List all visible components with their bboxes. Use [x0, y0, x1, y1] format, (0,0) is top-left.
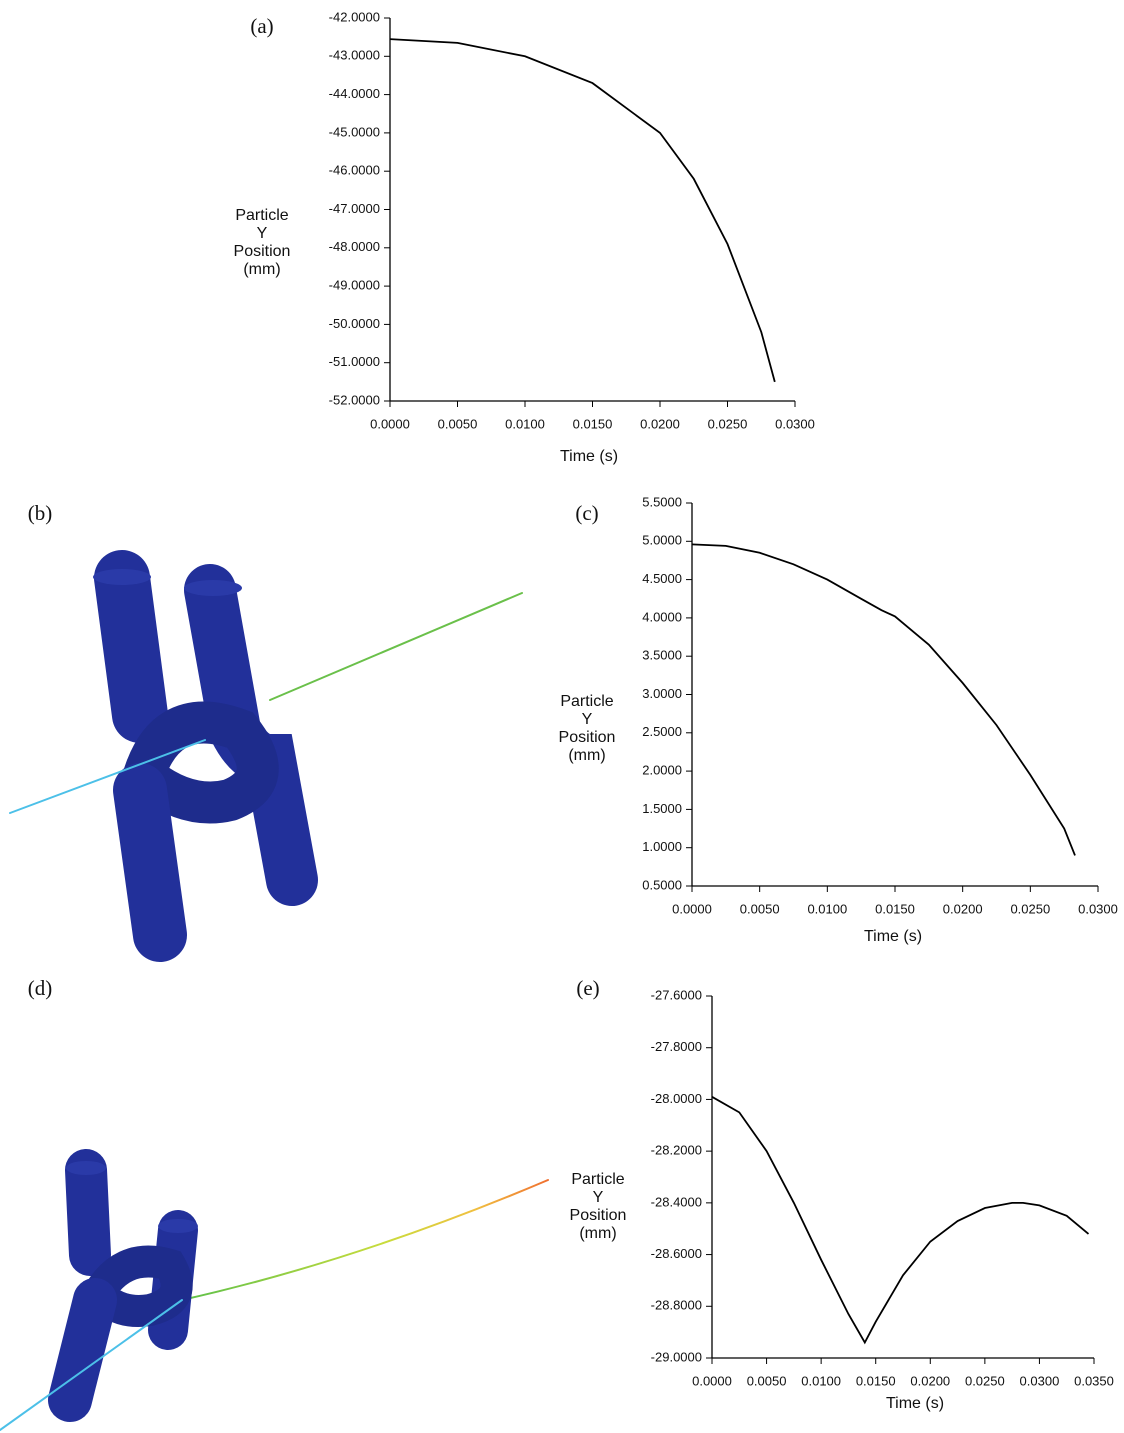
- x-tick-label: 0.0100: [505, 416, 545, 431]
- x-tick-label: 0.0050: [747, 1373, 787, 1388]
- y-tick-label: -47.0000: [329, 201, 380, 216]
- y-axis-label: (mm): [243, 261, 280, 278]
- y-tick-label: -43.0000: [329, 48, 380, 63]
- data-line: [692, 544, 1075, 855]
- y-axis-label: (mm): [568, 747, 605, 764]
- y-tick-label: 5.0000: [642, 533, 682, 548]
- y-axis-label: Y: [582, 711, 593, 728]
- x-tick-label: 0.0250: [1010, 901, 1050, 916]
- y-tick-label: -28.0000: [651, 1091, 702, 1106]
- x-tick-label: 0.0200: [640, 416, 680, 431]
- x-tick-label: 0.0000: [672, 901, 712, 916]
- x-tick-label: 0.0350: [1074, 1373, 1114, 1388]
- y-tick-label: -28.2000: [651, 1143, 702, 1158]
- x-tick-label: 0.0150: [573, 416, 613, 431]
- data-line: [390, 39, 775, 382]
- x-tick-label: 0.0050: [740, 901, 780, 916]
- x-tick-label: 0.0300: [775, 416, 815, 431]
- render-d: [0, 1161, 548, 1430]
- y-tick-label: 3.5000: [642, 648, 682, 663]
- y-tick-label: -49.0000: [329, 278, 380, 293]
- panel-label: (e): [576, 976, 599, 1000]
- panel-label: (a): [250, 14, 273, 38]
- y-tick-label: -46.0000: [329, 163, 380, 178]
- x-tick-label: 0.0200: [943, 901, 983, 916]
- y-tick-label: -27.6000: [651, 987, 702, 1002]
- y-tick-label: -27.8000: [651, 1039, 702, 1054]
- y-tick-label: 1.5000: [642, 801, 682, 816]
- x-tick-label: 0.0150: [856, 1373, 896, 1388]
- y-tick-label: -29.0000: [651, 1349, 702, 1364]
- y-axis-label: Position: [570, 1207, 627, 1224]
- y-tick-label: -45.0000: [329, 124, 380, 139]
- panel-label: (c): [575, 501, 598, 525]
- y-tick-label: -28.4000: [651, 1194, 702, 1209]
- x-tick-label: 0.0100: [801, 1373, 841, 1388]
- y-axis-label: Position: [234, 243, 291, 260]
- x-tick-label: 0.0200: [910, 1373, 950, 1388]
- y-axis-label: Particle: [560, 693, 613, 710]
- panel-label: (b): [28, 501, 53, 525]
- figure: (b) (d) (a) -42.0000 -43.0000 -44.0000 -45.0…: [0, 0, 1124, 1433]
- x-tick-label: 0.0300: [1078, 901, 1118, 916]
- y-tick-label: -42.0000: [329, 9, 380, 24]
- render-b: [10, 569, 522, 935]
- y-axis-label: Position: [559, 729, 616, 746]
- x-tick-label: 0.0050: [438, 416, 478, 431]
- y-axis-label: Y: [593, 1189, 604, 1206]
- x-tick-label: 0.0100: [807, 901, 847, 916]
- y-axis-label: (mm): [579, 1225, 616, 1242]
- y-tick-label: -52.0000: [329, 392, 380, 407]
- y-tick-label: -44.0000: [329, 86, 380, 101]
- y-axis-label: Particle: [235, 207, 288, 224]
- y-tick-label: -50.0000: [329, 316, 380, 331]
- y-tick-label: 1.0000: [642, 839, 682, 854]
- x-axis-label: Time (s): [864, 928, 922, 945]
- y-axis-label: Particle: [571, 1171, 624, 1188]
- x-tick-label: 0.0000: [370, 416, 410, 431]
- panel-label: (d): [28, 976, 53, 1000]
- y-tick-label: 2.5000: [642, 724, 682, 739]
- x-tick-label: 0.0300: [1020, 1373, 1060, 1388]
- y-tick-label: 0.5000: [642, 877, 682, 892]
- y-tick-label: 4.0000: [642, 609, 682, 624]
- y-tick-label: 5.5000: [642, 494, 682, 509]
- y-tick-label: 3.0000: [642, 686, 682, 701]
- x-tick-label: 0.0250: [708, 416, 748, 431]
- y-tick-label: -28.6000: [651, 1246, 702, 1261]
- y-tick-label: -51.0000: [329, 354, 380, 369]
- y-axis-label: Y: [257, 225, 268, 242]
- y-tick-label: 4.5000: [642, 571, 682, 586]
- y-tick-label: 2.0000: [642, 763, 682, 778]
- x-axis-label: Time (s): [886, 1395, 944, 1412]
- y-tick-label: -48.0000: [329, 239, 380, 254]
- x-axis-label: Time (s): [560, 448, 618, 465]
- y-tick-label: -28.8000: [651, 1298, 702, 1313]
- x-tick-label: 0.0150: [875, 901, 915, 916]
- x-tick-label: 0.0250: [965, 1373, 1005, 1388]
- data-line: [712, 1097, 1089, 1343]
- x-tick-label: 0.0000: [692, 1373, 732, 1388]
